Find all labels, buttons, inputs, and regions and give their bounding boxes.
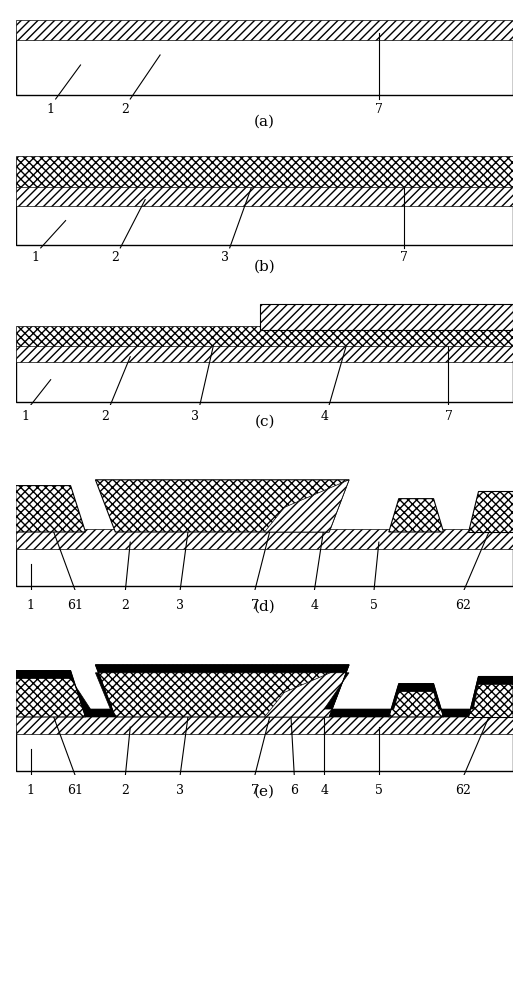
Text: 1: 1 xyxy=(47,103,54,116)
Bar xyxy=(16,545,513,586)
Polygon shape xyxy=(468,491,513,532)
Bar xyxy=(16,730,513,771)
Polygon shape xyxy=(468,676,513,717)
Text: 2: 2 xyxy=(102,410,110,423)
Text: 4: 4 xyxy=(320,784,328,797)
Text: 7: 7 xyxy=(375,103,383,116)
Bar xyxy=(260,304,513,330)
Text: 3: 3 xyxy=(176,784,184,797)
Text: 62: 62 xyxy=(455,599,471,612)
Text: 4: 4 xyxy=(320,410,328,423)
Bar xyxy=(16,326,513,346)
Text: 1: 1 xyxy=(27,599,35,612)
Text: 61: 61 xyxy=(68,599,84,612)
Text: 3: 3 xyxy=(221,251,229,264)
Text: 61: 61 xyxy=(68,784,84,797)
Polygon shape xyxy=(264,480,349,532)
Bar xyxy=(16,201,513,245)
Text: 7: 7 xyxy=(400,251,408,264)
Text: (c): (c) xyxy=(254,415,275,429)
Bar xyxy=(16,35,513,95)
Text: 5: 5 xyxy=(375,784,383,797)
Polygon shape xyxy=(95,665,349,717)
Text: (d): (d) xyxy=(253,600,276,614)
Polygon shape xyxy=(389,499,443,532)
Bar xyxy=(16,343,513,362)
Text: 4: 4 xyxy=(310,599,318,612)
Text: 1: 1 xyxy=(27,784,35,797)
Text: 2: 2 xyxy=(121,784,129,797)
Bar xyxy=(16,183,513,206)
Text: 7: 7 xyxy=(251,784,259,797)
Text: (e): (e) xyxy=(254,785,275,799)
Text: 7: 7 xyxy=(251,599,259,612)
Bar xyxy=(16,20,513,40)
Polygon shape xyxy=(389,684,443,717)
Text: 5: 5 xyxy=(370,599,378,612)
Text: 2: 2 xyxy=(121,599,129,612)
Text: 2: 2 xyxy=(112,251,119,264)
Text: 3: 3 xyxy=(176,599,184,612)
Text: (b): (b) xyxy=(253,260,276,274)
Bar xyxy=(16,714,513,734)
Text: 6: 6 xyxy=(290,784,298,797)
Text: 1: 1 xyxy=(22,410,30,423)
Polygon shape xyxy=(95,480,349,532)
Polygon shape xyxy=(16,486,86,532)
Text: 1: 1 xyxy=(32,251,40,264)
Bar xyxy=(16,529,513,549)
Polygon shape xyxy=(16,665,513,717)
Polygon shape xyxy=(264,665,349,717)
Text: 3: 3 xyxy=(191,410,199,423)
Text: 7: 7 xyxy=(444,410,452,423)
Text: (a): (a) xyxy=(254,115,275,129)
Text: 62: 62 xyxy=(455,784,471,797)
Text: 2: 2 xyxy=(121,103,129,116)
Bar xyxy=(16,155,513,187)
Polygon shape xyxy=(16,671,86,717)
Bar xyxy=(16,359,513,402)
